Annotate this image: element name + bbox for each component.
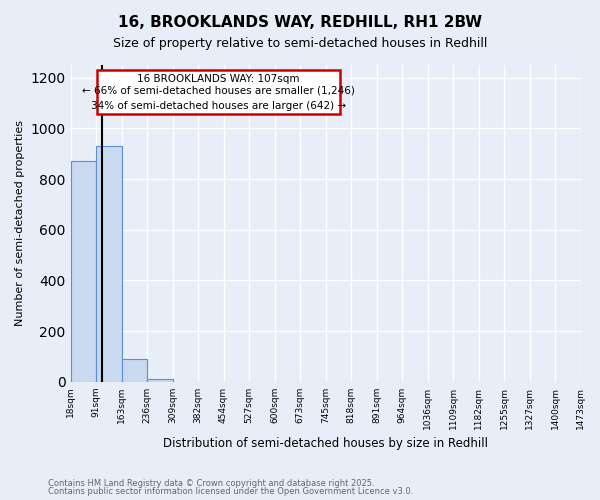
Text: ← 66% of semi-detached houses are smaller (1,246): ← 66% of semi-detached houses are smalle… [82, 86, 355, 96]
Text: 34% of semi-detached houses are larger (642) →: 34% of semi-detached houses are larger (… [91, 100, 346, 110]
Text: 16 BROOKLANDS WAY: 107sqm: 16 BROOKLANDS WAY: 107sqm [137, 74, 299, 84]
X-axis label: Distribution of semi-detached houses by size in Redhill: Distribution of semi-detached houses by … [163, 437, 488, 450]
Bar [147, 379, 173, 382]
Bar [96, 146, 122, 382]
Bar [122, 359, 147, 382]
Bar [71, 162, 96, 382]
Text: 16, BROOKLANDS WAY, REDHILL, RH1 2BW: 16, BROOKLANDS WAY, REDHILL, RH1 2BW [118, 15, 482, 30]
Y-axis label: Number of semi-detached properties: Number of semi-detached properties [15, 120, 25, 326]
FancyBboxPatch shape [97, 70, 340, 114]
Text: Size of property relative to semi-detached houses in Redhill: Size of property relative to semi-detach… [113, 38, 487, 51]
Text: Contains HM Land Registry data © Crown copyright and database right 2025.: Contains HM Land Registry data © Crown c… [48, 478, 374, 488]
Text: Contains public sector information licensed under the Open Government Licence v3: Contains public sector information licen… [48, 487, 413, 496]
